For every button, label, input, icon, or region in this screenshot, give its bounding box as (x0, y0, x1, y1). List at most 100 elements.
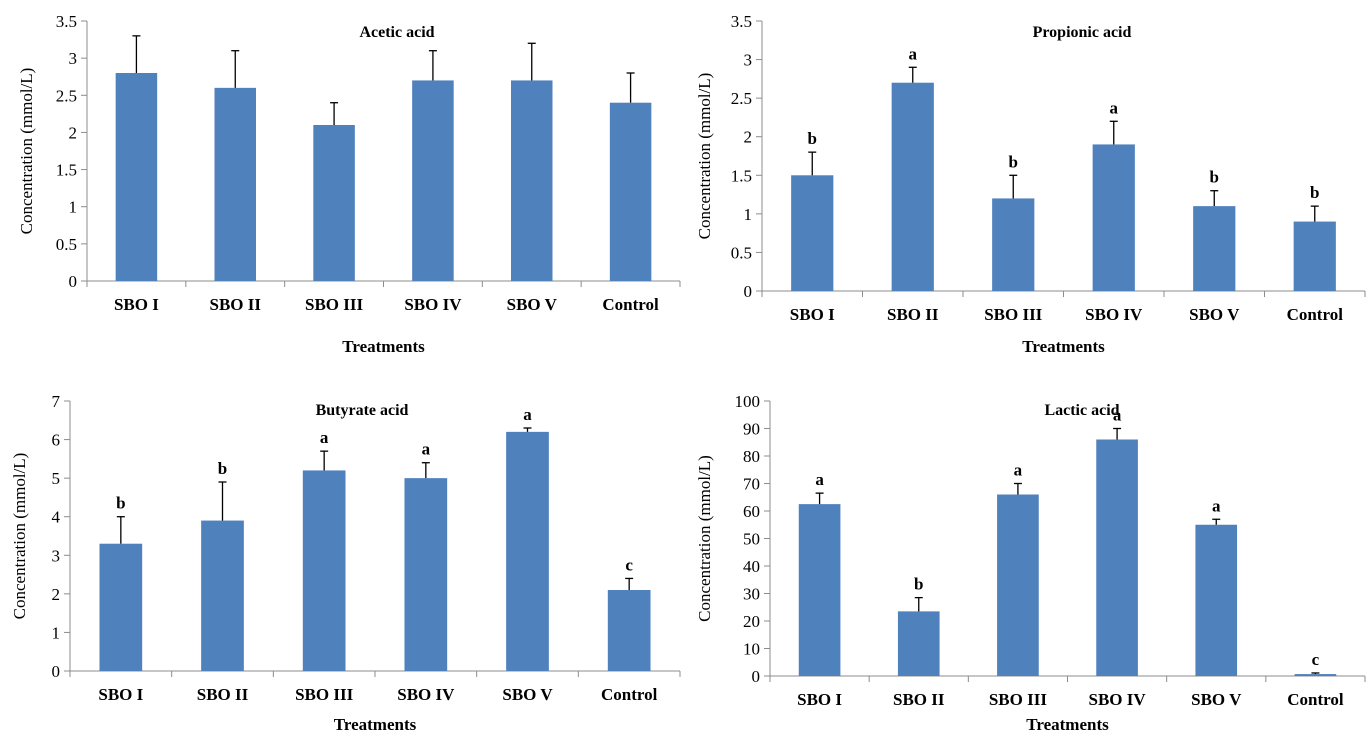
significance-letter-4-1: a (815, 470, 824, 489)
bar-3-5 (506, 431, 549, 671)
y-tick-label-4: 50 (743, 530, 760, 549)
y-tick-label-2: 1 (744, 205, 753, 224)
category-label-2-6: Control (1287, 305, 1344, 324)
significance-letter-2-6: b (1310, 183, 1319, 202)
y-tick-label-4: 100 (735, 392, 761, 411)
y-tick-label-4: 70 (743, 475, 760, 494)
category-label-4-6: Control (1287, 690, 1344, 709)
category-label-3-4: SBO IV (397, 685, 455, 704)
significance-letter-3-6: c (625, 555, 633, 574)
category-label-1-5: SBO V (507, 295, 558, 314)
y-tick-label-2: 1.5 (731, 166, 752, 185)
chart-title-1: Acetic acid (359, 24, 434, 41)
bar-3-1 (99, 543, 143, 671)
bar-2-3 (992, 198, 1035, 291)
y-tick-label-1: 1 (69, 198, 78, 217)
category-label-4-2: SBO II (893, 690, 945, 709)
bar-3-2 (201, 520, 244, 671)
significance-letter-4-5: a (1212, 496, 1221, 515)
significance-letter-2-5: b (1210, 168, 1219, 187)
y-axis-title-1: Concentration (mmol/L) (17, 68, 36, 235)
y-tick-label-2: 2 (744, 128, 753, 147)
category-label-4-3: SBO III (989, 690, 1047, 709)
y-tick-label-4: 80 (743, 447, 760, 466)
y-tick-label-1: 3.5 (56, 12, 77, 31)
y-tick-label-4: 90 (743, 420, 760, 439)
bar-4-6 (1294, 674, 1337, 676)
bar-4-2 (897, 611, 940, 676)
y-tick-label-3: 7 (52, 392, 61, 411)
y-tick-label-3: 6 (52, 431, 61, 450)
category-label-4-4: SBO IV (1088, 690, 1146, 709)
bar-4-5 (1195, 524, 1238, 676)
bar-1-5 (510, 80, 553, 281)
x-axis-title-1: Treatments (342, 337, 425, 356)
category-label-3-3: SBO III (295, 685, 353, 704)
y-tick-label-2: 0 (744, 282, 753, 301)
y-tick-label-1: 1.5 (56, 161, 77, 180)
bar-1-6 (609, 102, 652, 281)
y-tick-label-1: 0.5 (56, 235, 77, 254)
bar-2-5 (1193, 206, 1236, 291)
y-tick-label-4: 20 (743, 612, 760, 631)
significance-letter-4-2: b (914, 575, 923, 594)
y-tick-label-2: 0.5 (731, 243, 752, 262)
y-tick-label-4: 30 (743, 585, 760, 604)
bar-4-4 (1096, 439, 1138, 676)
bar-2-6 (1293, 221, 1336, 291)
y-tick-label-3: 2 (52, 585, 61, 604)
category-label-4-1: SBO I (797, 690, 842, 709)
y-tick-label-2: 2.5 (731, 89, 752, 108)
category-label-3-5: SBO V (502, 685, 553, 704)
y-tick-label-3: 3 (52, 546, 61, 565)
y-tick-label-2: 3.5 (731, 12, 752, 31)
significance-letter-3-1: b (116, 494, 125, 513)
category-label-2-3: SBO III (984, 305, 1042, 324)
y-tick-label-1: 0 (69, 272, 78, 291)
y-tick-label-4: 40 (743, 557, 760, 576)
category-label-1-3: SBO III (305, 295, 363, 314)
y-axis-title-2: Concentration (mmol/L) (695, 73, 714, 240)
significance-letter-4-3: a (1014, 461, 1023, 480)
y-tick-label-1: 3 (69, 49, 78, 68)
category-label-2-1: SBO I (790, 305, 835, 324)
bar-2-2 (891, 82, 934, 291)
x-axis-title-3: Treatments (334, 715, 417, 734)
category-label-1-4: SBO IV (404, 295, 462, 314)
bar-1-3 (313, 125, 355, 281)
chart-title-4: Lactic acid (1044, 402, 1119, 419)
significance-letter-2-1: b (808, 129, 817, 148)
y-tick-label-3: 1 (52, 623, 61, 642)
category-label-2-4: SBO IV (1085, 305, 1143, 324)
bar-1-2 (214, 87, 257, 281)
y-tick-label-4: 60 (743, 502, 760, 521)
significance-letter-3-5: a (523, 405, 532, 424)
bar-4-1 (798, 504, 841, 676)
y-tick-label-3: 5 (52, 469, 61, 488)
chart-title-3: Butyrate acid (316, 402, 409, 419)
category-label-4-5: SBO V (1191, 690, 1242, 709)
y-tick-label-1: 2.5 (56, 86, 77, 105)
y-tick-label-3: 4 (52, 508, 61, 527)
y-tick-label-3: 0 (52, 662, 61, 681)
category-label-2-2: SBO II (887, 305, 939, 324)
category-label-3-2: SBO II (197, 685, 249, 704)
chart-title-2: Propionic acid (1033, 24, 1132, 41)
significance-letter-2-3: b (1009, 152, 1018, 171)
y-tick-label-2: 3 (744, 51, 753, 70)
significance-letter-2-2: a (909, 44, 918, 63)
y-tick-label-4: 10 (743, 640, 760, 659)
category-label-3-6: Control (601, 685, 658, 704)
bar-3-4 (404, 478, 448, 671)
x-axis-title-2: Treatments (1022, 337, 1105, 356)
category-label-1-1: SBO I (114, 295, 159, 314)
bar-2-1 (791, 175, 834, 291)
y-tick-label-4: 0 (752, 667, 761, 686)
significance-letter-3-3: a (320, 428, 329, 447)
bar-1-4 (412, 80, 454, 281)
category-label-3-1: SBO I (98, 685, 143, 704)
bar-1-1 (115, 73, 158, 281)
bar-4-3 (997, 494, 1039, 676)
significance-letter-3-4: a (422, 440, 431, 459)
